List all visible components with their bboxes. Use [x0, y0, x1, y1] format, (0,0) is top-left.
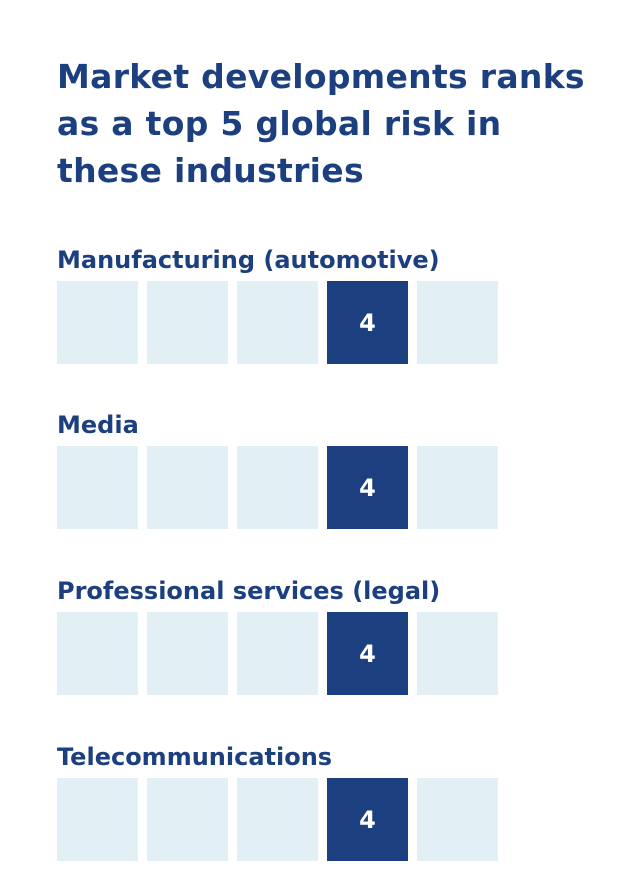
rank-box-empty — [417, 778, 498, 861]
rank-box-empty — [417, 612, 498, 695]
rank-box-empty — [417, 446, 498, 529]
rank-box-empty — [57, 778, 138, 861]
rank-box-empty — [147, 778, 228, 861]
chart-title: Market developments ranks as a top 5 glo… — [57, 57, 585, 190]
industry-block-professional-services: Professional services (legal) 4 — [57, 576, 617, 695]
industry-label: Professional services (legal) — [57, 577, 441, 605]
rank-box-empty — [57, 612, 138, 695]
industry-block-manufacturing: Manufacturing (automotive) 4 — [57, 245, 617, 364]
rank-row: 4 — [57, 778, 617, 861]
industry-label: Manufacturing (automotive) — [57, 246, 440, 274]
industry-label: Telecommunications — [57, 743, 333, 771]
rank-box-empty — [147, 446, 228, 529]
rank-box-active: 4 — [327, 612, 408, 695]
rank-box-empty — [237, 612, 318, 695]
rank-box-active: 4 — [327, 446, 408, 529]
industry-block-telecommunications: Telecommunications 4 — [57, 742, 617, 861]
rank-row: 4 — [57, 612, 617, 695]
rank-row: 4 — [57, 281, 617, 364]
rank-box-active: 4 — [327, 281, 408, 364]
rank-box-empty — [237, 281, 318, 364]
rank-box-empty — [237, 778, 318, 861]
industry-label: Media — [57, 411, 139, 439]
rank-box-active: 4 — [327, 778, 408, 861]
industry-block-media: Media 4 — [57, 410, 617, 529]
rank-box-empty — [57, 446, 138, 529]
rank-box-empty — [147, 281, 228, 364]
rank-box-empty — [147, 612, 228, 695]
rank-box-empty — [57, 281, 138, 364]
rank-box-empty — [237, 446, 318, 529]
rank-row: 4 — [57, 446, 617, 529]
rank-box-empty — [417, 281, 498, 364]
